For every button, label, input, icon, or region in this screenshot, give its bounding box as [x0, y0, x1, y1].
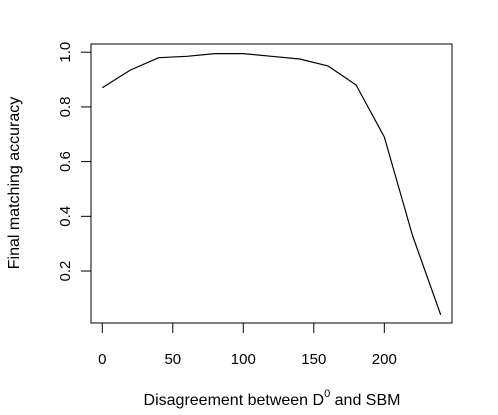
y-tick-label: 0.8 — [57, 96, 74, 117]
y-axis-label: Final matching accuracy — [6, 97, 23, 270]
series-layer — [101, 52, 442, 316]
y-tick-label: 1.0 — [57, 42, 74, 63]
y-tick-label: 0.6 — [57, 151, 74, 172]
x-axis-label-tail: and SBM — [330, 392, 400, 409]
y-tick-label: 0.4 — [57, 206, 74, 227]
x-tick-label: 0 — [98, 351, 106, 368]
x-axis-label-superscript: 0 — [324, 388, 330, 400]
x-axis: 0 50 100 150 200 — [98, 322, 397, 368]
series-line-0 — [101, 52, 442, 316]
x-axis-label-main: Disagreement between D — [144, 392, 325, 409]
x-tick-label: 50 — [164, 351, 181, 368]
x-axis-label: Disagreement between D0 and SBM — [144, 388, 401, 409]
x-tick-label: 150 — [301, 351, 326, 368]
y-axis: 0.2 0.4 0.6 0.8 1.0 — [57, 42, 92, 282]
x-tick-label: 100 — [231, 351, 256, 368]
x-tick-label: 200 — [372, 351, 397, 368]
y-tick-label: 0.2 — [57, 261, 74, 282]
